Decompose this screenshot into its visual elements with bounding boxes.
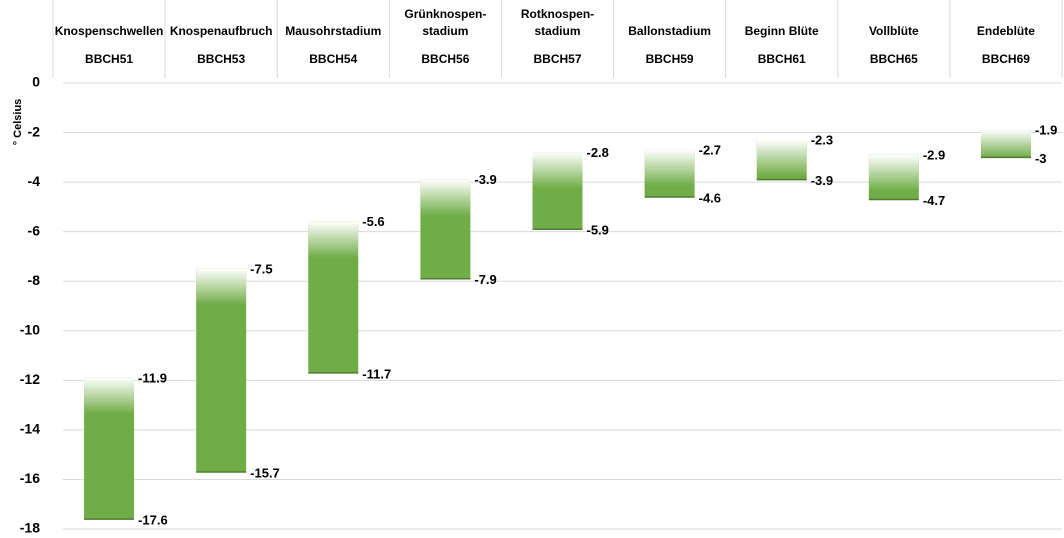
y-tick-label: 0	[32, 74, 40, 90]
bar-fade	[308, 221, 359, 258]
code-label: BBCH59	[645, 52, 694, 66]
bar-fade	[84, 377, 135, 414]
y-tick-label: -18	[20, 520, 40, 536]
upper-label: -5.6	[362, 214, 384, 229]
upper-label: -3.9	[474, 172, 496, 187]
category-label: Vollblüte	[868, 24, 919, 38]
lower-label: -3	[1035, 151, 1047, 166]
bar-fade	[420, 179, 471, 216]
y-tick-label: -4	[28, 173, 41, 189]
bar-fade	[644, 149, 695, 186]
code-label: BBCH53	[197, 52, 246, 66]
code-label: BBCH69	[981, 52, 1030, 66]
lower-label: -5.9	[587, 223, 609, 238]
code-label: BBCH65	[869, 52, 918, 66]
bar-fade	[196, 268, 247, 305]
code-label: BBCH56	[421, 52, 470, 66]
y-tick-label: -6	[28, 222, 41, 238]
upper-label: -1.9	[1035, 123, 1057, 138]
y-axis-label: ° Celsius	[12, 99, 24, 146]
bar-fade	[868, 154, 919, 191]
code-label: BBCH54	[309, 52, 358, 66]
bar-fade	[980, 130, 1031, 158]
y-tick-label: -8	[28, 272, 41, 288]
category-label: Ballonstadium	[628, 24, 711, 38]
category-label: Mausohrstadium	[285, 24, 382, 38]
lower-label: -15.7	[250, 465, 280, 480]
upper-label: -2.9	[923, 147, 945, 162]
y-tick-label: -10	[20, 321, 40, 337]
lower-label: -4.6	[699, 190, 721, 205]
lower-label: -4.7	[923, 193, 945, 208]
code-label: BBCH51	[85, 52, 134, 66]
code-label: BBCH57	[533, 52, 582, 66]
bar-fade	[756, 139, 807, 176]
lower-label: -11.7	[362, 366, 391, 381]
lower-label: -17.6	[138, 513, 168, 528]
upper-label: -7.5	[250, 261, 272, 276]
upper-label: -2.8	[587, 145, 609, 160]
upper-label: -2.7	[699, 142, 721, 157]
category-label: Knospenschwellen	[54, 24, 164, 38]
lower-label: -3.9	[811, 173, 833, 188]
category-label: Endeblüte	[976, 24, 1035, 38]
category-label: Knospenaufbruch	[169, 24, 273, 38]
upper-label: -11.9	[138, 370, 167, 385]
category-label: Grünknospen- stadium	[404, 7, 487, 38]
category-label: Rotknospen- stadium	[520, 7, 595, 38]
bar-fade	[532, 152, 583, 189]
y-tick-label: -14	[20, 421, 40, 437]
y-tick-label: -16	[20, 470, 40, 486]
code-label: BBCH61	[757, 52, 806, 66]
category-label: Beginn Blüte	[744, 24, 819, 38]
lower-label: -7.9	[474, 272, 496, 287]
y-tick-label: -2	[28, 123, 41, 139]
upper-label: -2.3	[811, 132, 833, 147]
y-tick-label: -12	[20, 371, 40, 387]
